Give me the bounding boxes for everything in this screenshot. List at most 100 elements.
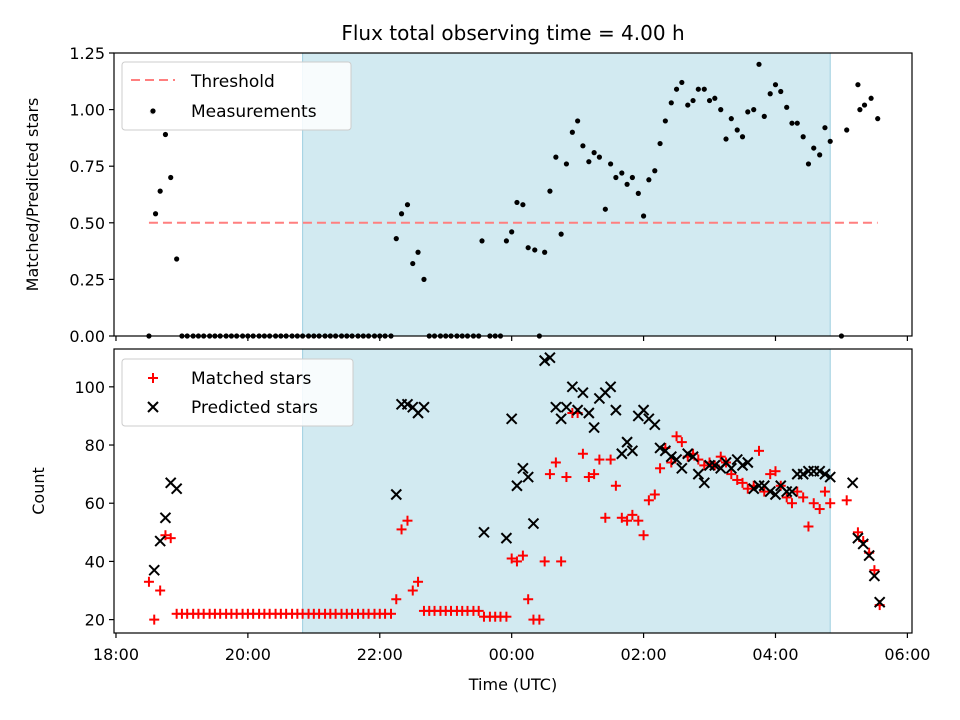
legend-measurements-swatch xyxy=(150,108,156,114)
measurement-point xyxy=(739,134,746,140)
measurement-point xyxy=(635,190,641,196)
legend-matched-swatch xyxy=(148,373,158,383)
predicted-star-point xyxy=(725,462,738,475)
measurement-point xyxy=(563,161,570,167)
matched-star-point xyxy=(589,469,600,480)
matched-star-point xyxy=(781,492,792,503)
predicted-star-point xyxy=(154,535,166,547)
matched-star-point xyxy=(506,553,517,564)
measurement-point xyxy=(718,107,724,113)
predicted-star-point xyxy=(863,549,875,562)
matched-star-point xyxy=(808,498,819,509)
matched-star-point xyxy=(638,530,649,541)
predicted-star-point xyxy=(478,526,490,539)
matched-star-point xyxy=(622,515,633,526)
predicted-star-point xyxy=(616,448,628,460)
measurement-point xyxy=(393,236,399,242)
matched-star-point xyxy=(676,437,687,448)
x-tick-label: 04:00 xyxy=(752,645,798,664)
measurement-point xyxy=(157,188,163,194)
predicted-star-point xyxy=(846,477,859,489)
predicted-star-point xyxy=(786,485,798,498)
matched-star-point xyxy=(737,477,748,488)
measurement-point xyxy=(591,150,597,156)
observing-span-shade xyxy=(302,348,831,634)
measurement-point xyxy=(532,247,538,253)
measurement-point xyxy=(868,95,874,101)
matched-star-point xyxy=(413,576,424,587)
measurement-point xyxy=(404,202,411,208)
measurement-point xyxy=(415,249,421,255)
legend-measurements-label: Measurements xyxy=(191,102,317,122)
measurement-point xyxy=(679,79,685,86)
matched-star-point xyxy=(803,521,814,532)
predicted-star-point xyxy=(819,468,831,480)
x-tick-label: 18:00 xyxy=(93,645,139,664)
legend-predicted-label: Predicted stars xyxy=(191,398,318,418)
x-tick-label: 22:00 xyxy=(357,645,403,664)
measurement-point xyxy=(778,88,784,95)
y-tick-label: 20 xyxy=(85,611,105,630)
measurement-point xyxy=(624,181,630,187)
measurement-point xyxy=(772,82,779,88)
measurement-point xyxy=(855,82,861,88)
legend-matched-label: Matched stars xyxy=(191,369,311,389)
matched-star-point xyxy=(753,445,764,456)
measurement-point xyxy=(673,86,680,92)
matched-star-point xyxy=(699,460,710,471)
matched-star-point xyxy=(841,495,852,506)
predicted-star-point xyxy=(571,404,584,416)
predicted-star-point xyxy=(649,418,661,431)
predicted-star-point xyxy=(390,488,402,501)
measurement-point xyxy=(761,113,767,119)
legend-predicted-swatch xyxy=(147,401,159,413)
x-tick-label: 00:00 xyxy=(489,645,535,664)
bottom-legend: Matched stars Predicted stars xyxy=(121,358,354,427)
predicted-star-point xyxy=(527,517,540,530)
x-axis-label: Time (UTC) xyxy=(468,675,557,694)
measurement-point xyxy=(421,276,427,282)
predicted-star-point xyxy=(676,462,688,475)
y-tick-label: 0.50 xyxy=(69,214,105,233)
measurement-point xyxy=(542,249,548,255)
matched-star-point xyxy=(765,469,776,480)
measurement-point xyxy=(805,161,812,167)
measurement-point xyxy=(479,238,485,244)
measurement-point xyxy=(547,188,553,194)
measurement-point xyxy=(514,199,520,206)
predicted-star-point xyxy=(813,465,826,477)
measurement-point xyxy=(162,131,169,138)
predicted-star-point xyxy=(401,398,414,410)
matched-star-point xyxy=(517,550,528,561)
matched-star-point xyxy=(396,524,407,535)
predicted-star-point xyxy=(736,459,749,472)
predicted-star-point xyxy=(604,381,617,393)
measurement-point xyxy=(784,104,790,110)
matched-star-point xyxy=(544,469,555,480)
measurement-point xyxy=(751,107,757,113)
predicted-star-point xyxy=(522,471,534,483)
matched-star-point xyxy=(523,594,534,605)
measurement-point xyxy=(822,125,828,131)
y-tick-label: 1.25 xyxy=(69,44,105,63)
measurement-point xyxy=(602,206,608,212)
top-legend-box xyxy=(121,61,352,131)
matched-star-point xyxy=(814,504,825,515)
measurement-point xyxy=(410,260,416,267)
measurement-point xyxy=(857,107,863,113)
predicted-star-point xyxy=(159,512,172,524)
matched-star-point xyxy=(160,530,171,541)
predicted-star-point xyxy=(687,450,699,463)
y-tick-label: 40 xyxy=(85,552,105,571)
predicted-star-point xyxy=(654,442,666,454)
bottom-axes-frame xyxy=(113,348,913,634)
predicted-stars-points xyxy=(148,352,886,608)
matched-star-point xyxy=(627,509,638,520)
measurement-point xyxy=(174,256,180,262)
measurement-point xyxy=(596,154,602,160)
y-tick-label: 0.00 xyxy=(69,327,105,346)
predicted-star-point xyxy=(670,453,683,466)
top-y-axis-label: Matched/Predicted stars xyxy=(23,98,42,292)
matched-star-point xyxy=(633,515,644,526)
predicted-star-point xyxy=(560,401,573,413)
